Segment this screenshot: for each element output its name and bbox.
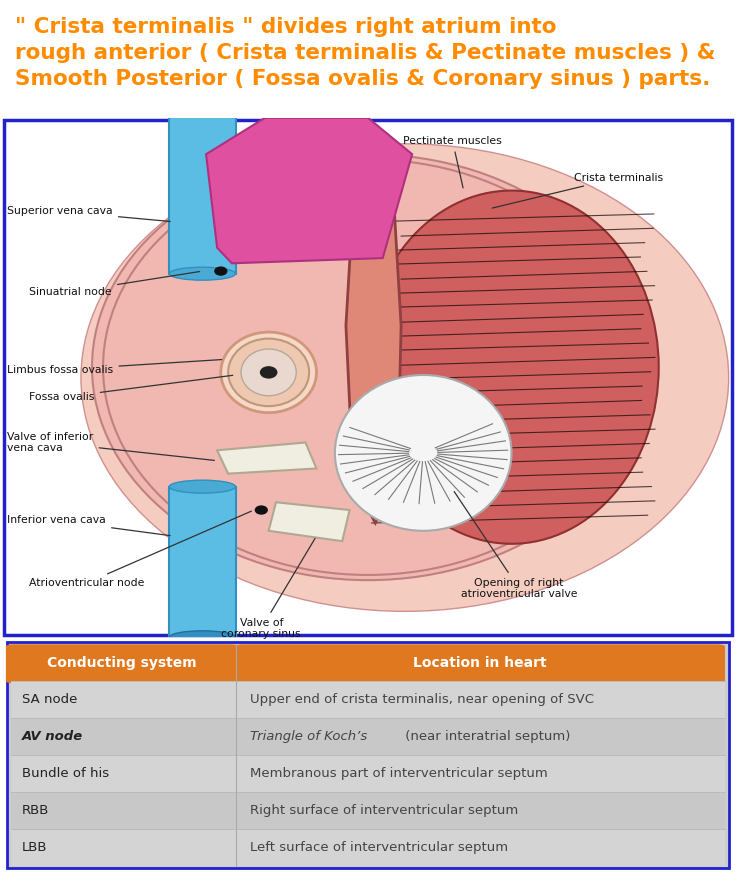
Ellipse shape [228,339,309,406]
Text: Conducting system: Conducting system [47,656,197,670]
Polygon shape [217,443,316,474]
Text: Fossa ovalis: Fossa ovalis [29,375,233,402]
Ellipse shape [364,190,659,544]
Text: Superior vena cava: Superior vena cava [7,206,170,222]
Bar [11,829,725,866]
Ellipse shape [241,349,296,395]
FancyBboxPatch shape [236,644,725,684]
Polygon shape [206,118,412,264]
Text: Upper end of crista terminalis, near opening of SVC: Upper end of crista terminalis, near ope… [250,693,594,706]
FancyBboxPatch shape [6,644,238,684]
Text: Sinuatrial node: Sinuatrial node [29,272,199,297]
Text: Location in heart: Location in heart [414,656,547,670]
Text: Triangle of Koch’s: Triangle of Koch’s [250,730,367,743]
Text: " Crista terminalis " divides right atrium into
rough anterior ( Crista terminal: " Crista terminalis " divides right atri… [15,17,715,89]
Text: Valve of
coronary sinus: Valve of coronary sinus [222,539,315,639]
Text: SA node: SA node [22,693,77,706]
Polygon shape [346,185,401,523]
Ellipse shape [335,375,512,531]
Ellipse shape [169,631,236,643]
Bar [11,718,725,755]
Text: Crista terminalis: Crista terminalis [492,173,663,208]
Polygon shape [269,502,350,541]
Text: Valve of inferior
vena cava: Valve of inferior vena cava [7,432,214,460]
Text: Bundle of his: Bundle of his [22,766,109,780]
Text: Membranous part of interventricular septum: Membranous part of interventricular sept… [250,766,548,780]
Ellipse shape [169,101,236,114]
Text: Left surface of interventricular septum: Left surface of interventricular septum [250,841,509,854]
Text: AV node: AV node [22,730,83,743]
Circle shape [214,266,227,276]
Text: Right surface of interventricular septum: Right surface of interventricular septum [250,804,518,817]
Text: Opening of right
atrioventricular valve: Opening of right atrioventricular valve [454,491,577,599]
Ellipse shape [103,160,633,575]
Text: LBB: LBB [22,841,48,854]
Text: Pectinate muscles: Pectinate muscles [403,136,502,188]
Text: Limbus fossa ovalis: Limbus fossa ovalis [7,360,222,375]
Ellipse shape [169,267,236,280]
Text: Atrioventricular node: Atrioventricular node [29,511,252,588]
Bar [169,486,236,637]
Ellipse shape [81,144,729,611]
Circle shape [260,366,277,379]
Circle shape [255,505,268,515]
Ellipse shape [169,480,236,493]
Bar [169,107,236,274]
Text: RBB: RBB [22,804,49,817]
Bar [11,681,725,718]
Ellipse shape [221,332,316,413]
Text: Inferior vena cava: Inferior vena cava [7,515,170,536]
Bar [11,792,725,829]
Ellipse shape [92,155,644,581]
Bar [11,755,725,792]
FancyBboxPatch shape [7,642,729,869]
Text: (near interatrial septum): (near interatrial septum) [401,730,570,743]
